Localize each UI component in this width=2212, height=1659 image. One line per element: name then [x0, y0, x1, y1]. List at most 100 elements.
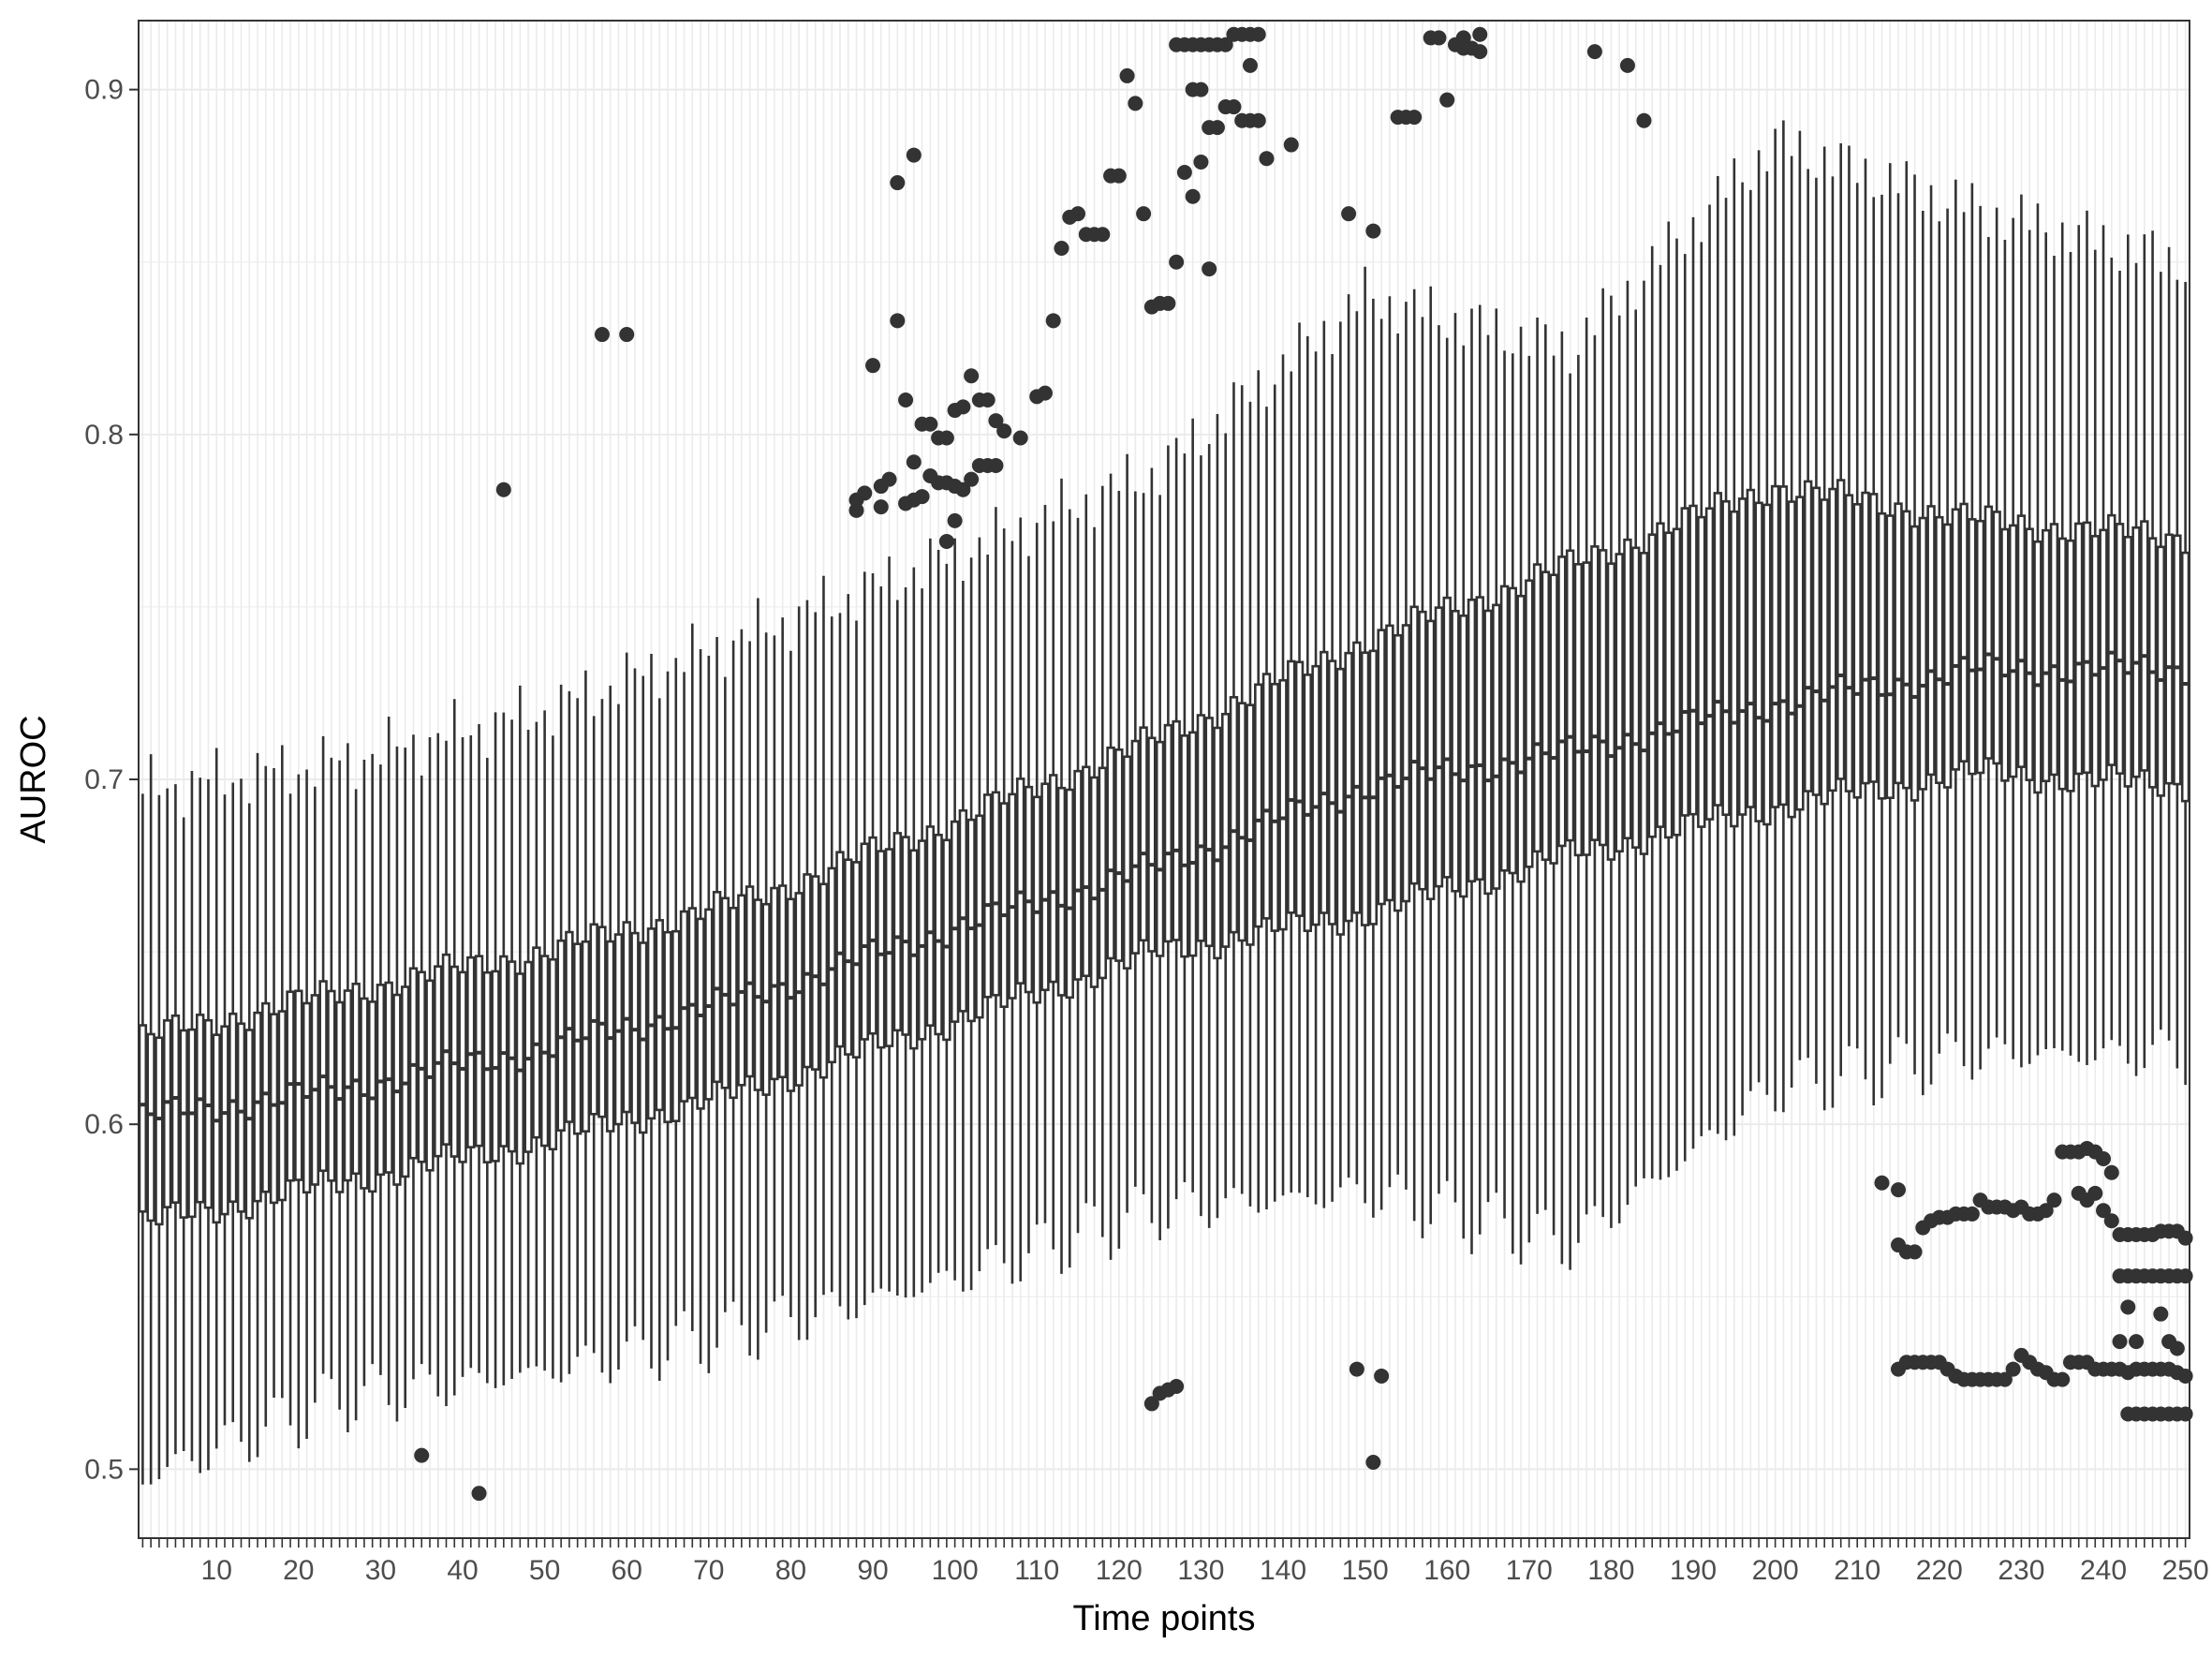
box-t36 [425, 736, 435, 1375]
outlier-point [1037, 385, 1053, 401]
y-tick-label: 0.6 [84, 1109, 124, 1140]
box-t192 [1704, 204, 1715, 1131]
box-t243 [2123, 234, 2133, 1064]
box-t200 [1770, 128, 1780, 1112]
box-iqr [1926, 505, 1936, 777]
box-iqr [2041, 528, 2051, 783]
box-t186 [1656, 264, 1665, 1180]
box-iqr [1623, 538, 1632, 840]
box-iqr [1008, 792, 1017, 1000]
box-iqr [1582, 561, 1591, 856]
box-iqr [2099, 528, 2108, 781]
box-t161 [1451, 313, 1460, 1203]
box-iqr [942, 838, 951, 1042]
outlier-point [1250, 26, 1266, 42]
box-t121 [1122, 453, 1132, 1213]
box-t198 [1754, 150, 1763, 1083]
box-iqr [917, 839, 927, 1041]
box-iqr [958, 808, 968, 1013]
box-iqr [1762, 503, 1772, 826]
box-iqr [1532, 563, 1542, 853]
x-tick-label: 50 [529, 1555, 560, 1586]
box-iqr [2140, 520, 2149, 772]
box-t41 [466, 735, 476, 1369]
box-t196 [1737, 182, 1747, 1116]
box-iqr [1639, 552, 1649, 855]
box-t39 [450, 699, 459, 1396]
outlier-point [1242, 57, 1258, 73]
outlier-point [1472, 44, 1488, 60]
box-t168 [1508, 353, 1518, 1254]
box-t179 [1598, 288, 1608, 1218]
outlier-point [1169, 254, 1185, 270]
outlier-point [2103, 1213, 2119, 1229]
box-t22 [310, 786, 320, 1403]
box-t172 [1541, 324, 1551, 1210]
box-t152 [1377, 318, 1386, 1210]
outlier-point [964, 471, 980, 487]
box-t57 [597, 699, 607, 1373]
box-t218 [1918, 210, 1928, 1096]
box-iqr [999, 802, 1009, 1008]
box-t141 [1287, 371, 1296, 1193]
box-iqr [1787, 500, 1796, 819]
box-t85 [827, 616, 836, 1293]
box-iqr [1557, 555, 1567, 848]
box-t80 [786, 650, 796, 1318]
box-iqr [1968, 518, 1977, 776]
outlier-point [1119, 67, 1135, 83]
box-t188 [1672, 238, 1682, 1171]
outlier-point [1012, 430, 1028, 446]
box-iqr [1294, 660, 1305, 917]
outlier-point [2103, 1164, 2119, 1180]
box-t49 [532, 721, 541, 1367]
outlier-point [938, 430, 954, 446]
x-tick-label: 190 [1670, 1555, 1717, 1586]
outlier-point [1619, 57, 1635, 73]
outlier-point [1169, 1379, 1185, 1394]
box-iqr [1918, 516, 1928, 791]
box-iqr [203, 1018, 214, 1209]
box-t182 [1623, 280, 1632, 1206]
box-iqr [1656, 522, 1665, 828]
box-iqr [1368, 649, 1379, 926]
y-tick-label: 0.7 [84, 764, 124, 795]
outlier-point [414, 1447, 430, 1463]
box-iqr [2173, 534, 2182, 786]
box-iqr [1393, 633, 1403, 912]
box-iqr [155, 1036, 164, 1226]
box-iqr [220, 1025, 229, 1216]
outlier-point [1202, 261, 1217, 277]
box-iqr [1844, 494, 1854, 792]
box-t84 [818, 575, 829, 1296]
box-t89 [860, 571, 869, 1306]
box-iqr [1114, 748, 1124, 962]
box-iqr [1942, 523, 1953, 789]
x-tick-label: 60 [612, 1555, 642, 1586]
box-iqr [1606, 562, 1616, 861]
outlier-point [1874, 1175, 1890, 1191]
box-t227 [1992, 207, 2001, 1038]
box-iqr [950, 820, 960, 1023]
x-tick-label: 20 [283, 1555, 314, 1586]
box-t52 [556, 684, 566, 1383]
box-t234 [2049, 256, 2059, 1048]
outlier-point [1128, 96, 1143, 111]
box-iqr [991, 791, 1001, 997]
box-iqr [877, 850, 886, 1049]
box-iqr [753, 898, 763, 1091]
box-iqr [2025, 527, 2034, 781]
box-t194 [1721, 198, 1731, 1141]
box-t40 [458, 737, 467, 1377]
box-iqr [1959, 502, 1969, 763]
box-t32 [392, 746, 402, 1422]
box-iqr [1549, 573, 1558, 865]
box-iqr [2016, 514, 2027, 768]
outlier-point [2129, 1334, 2145, 1350]
box-iqr [1573, 563, 1584, 857]
box-t81 [794, 606, 804, 1341]
box-iqr [1229, 696, 1239, 934]
outlier-point [1365, 223, 1381, 239]
box-iqr [2156, 545, 2166, 797]
box-iqr [1778, 485, 1789, 807]
